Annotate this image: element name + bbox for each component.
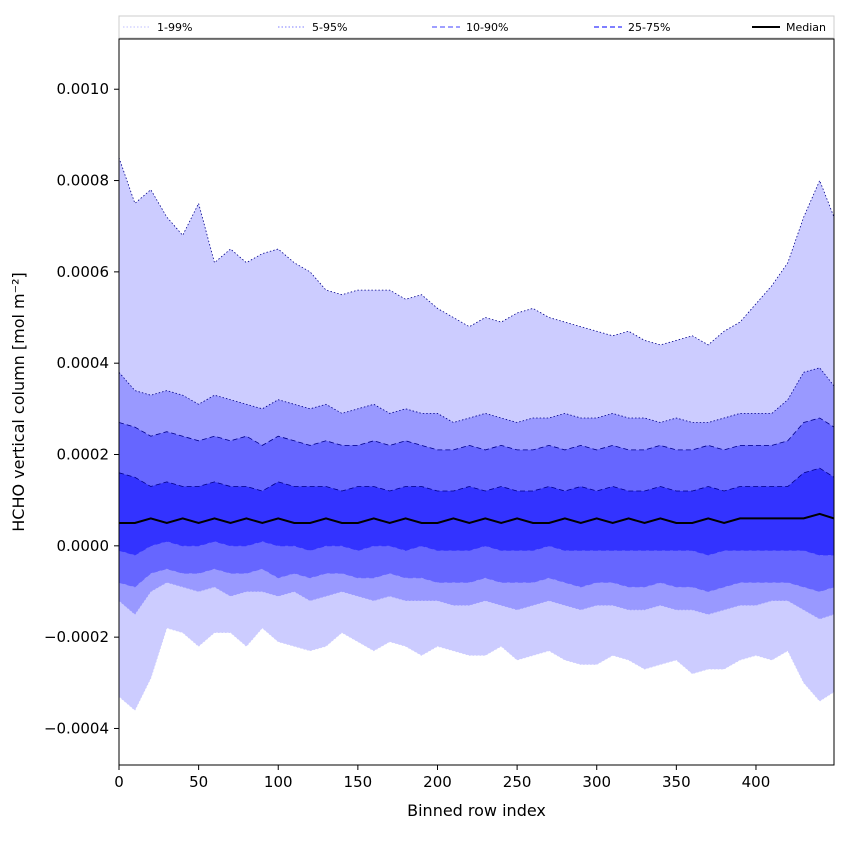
legend-label-median: Median — [786, 21, 826, 34]
x-tick-label: 150 — [344, 773, 373, 791]
band-layer — [119, 157, 834, 711]
plot-area — [119, 157, 834, 711]
lower-line-10-90- — [119, 568, 834, 592]
x-axis: 0 50 100 150 200 250 300 350 400 — [114, 765, 770, 791]
legend-label-1-99-: 1-99% — [157, 21, 192, 34]
y-tick-label: 0.0004 — [57, 354, 110, 372]
axes-frame — [118, 38, 835, 766]
y-axis-label: HCHO vertical column [mol m⁻²] — [9, 272, 28, 531]
upper-line-1-99- — [119, 157, 834, 346]
x-tick-label: 200 — [423, 773, 452, 791]
x-tick-label: 250 — [503, 773, 532, 791]
x-tick-label: 50 — [189, 773, 208, 791]
band-25-75- — [119, 468, 834, 555]
x-tick-label: 400 — [742, 773, 771, 791]
legend-label-10-90-: 10-90% — [466, 21, 508, 34]
legend: 1-99% 5-95% 10-90% 25-75% Median — [118, 15, 835, 39]
x-axis-label: Binned row index — [407, 801, 546, 820]
y-tick-label: 0.0010 — [57, 80, 110, 98]
upper-line-10-90- — [119, 417, 834, 451]
lower-line-25-75- — [119, 540, 834, 556]
x-tick-label: 300 — [582, 773, 611, 791]
median-line — [119, 512, 834, 525]
y-tick-label: −0.0002 — [44, 628, 109, 646]
y-tick-label: 0.0000 — [57, 537, 110, 555]
legend-label-5-95-: 5-95% — [312, 21, 347, 34]
legend-label-25-75-: 25-75% — [628, 21, 670, 34]
y-tick-label: −0.0004 — [44, 719, 109, 737]
upper-line-25-75- — [119, 467, 834, 492]
y-tick-label: 0.0008 — [57, 172, 110, 190]
y-tick-label: 0.0006 — [57, 263, 110, 281]
y-axis: −0.0004 −0.0002 0.0000 0.0002 0.0004 0.0006 0.… — [44, 80, 119, 737]
x-tick-label: 350 — [662, 773, 691, 791]
x-tick-label: 0 — [114, 773, 124, 791]
legend-box — [118, 15, 835, 39]
y-tick-label: 0.0002 — [57, 446, 110, 464]
lower-line-5-95- — [119, 581, 834, 620]
x-tick-label: 100 — [264, 773, 293, 791]
lower-line-1-99- — [119, 627, 834, 711]
